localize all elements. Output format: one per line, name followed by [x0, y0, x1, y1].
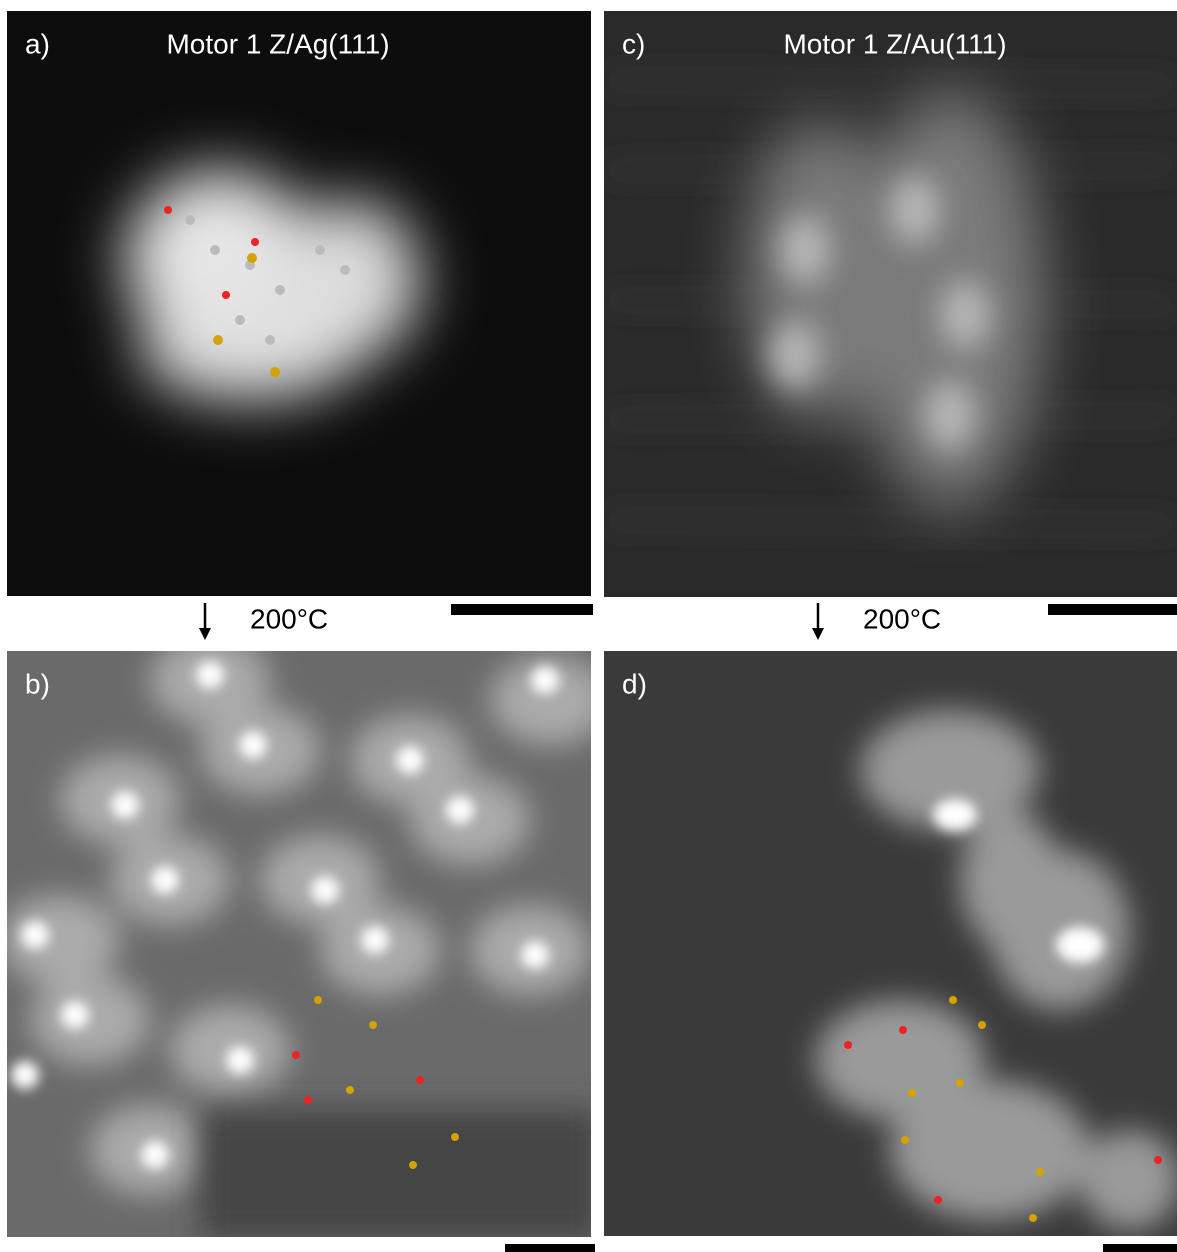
step-label: 200°C: [250, 603, 328, 634]
panel-label: d): [622, 668, 647, 699]
page: {"panels": [ {"label": "a)", "title": "M…: [0, 0, 1177, 1252]
panel-label: c): [622, 28, 645, 59]
step-label: 200°C: [863, 603, 941, 634]
panel-label: b): [25, 668, 50, 699]
panel-a-image: [7, 11, 591, 596]
panel-title: Motor 1 Z/Ag(111): [166, 28, 389, 59]
figure: a) Motor 1 Z/Ag(111) b) c) Motor 1 Z/Au(…: [0, 0, 1177, 1252]
panel-label: a): [25, 28, 50, 59]
panel-title: Motor 1 Z/Au(111): [783, 28, 1006, 59]
panel-c-image: [604, 11, 1177, 597]
panel-b-image: [0, 635, 610, 1240]
panel-d-image: [604, 651, 1177, 1236]
